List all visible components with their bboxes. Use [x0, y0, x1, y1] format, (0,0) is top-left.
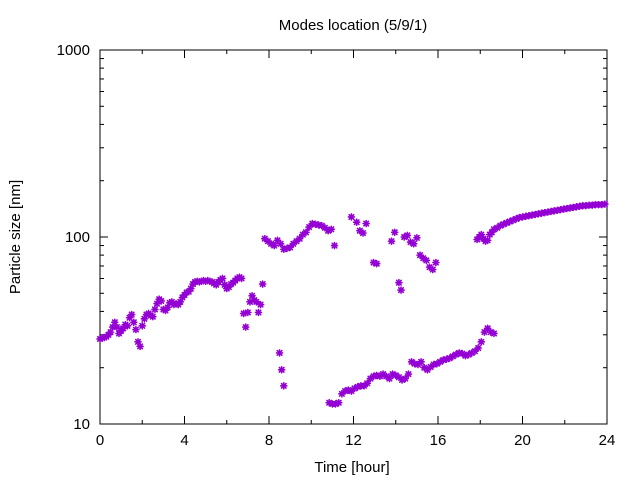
data-point [270, 241, 279, 250]
data-point [401, 374, 410, 383]
data-point [483, 236, 492, 245]
data-point [157, 297, 166, 305]
data-point [330, 241, 339, 250]
data-point [390, 228, 399, 237]
data-point [106, 328, 115, 336]
data-point [138, 322, 147, 330]
x-tick-label: 12 [345, 432, 362, 449]
data-point [417, 358, 425, 366]
data-point [136, 342, 144, 351]
y-tick-label: 10 [73, 416, 90, 433]
data-point [276, 239, 285, 248]
data-point [134, 338, 142, 346]
y-axis-label: Particle size [nm] [7, 180, 24, 294]
data-point [347, 213, 356, 221]
data-point [132, 325, 140, 334]
data-point [423, 365, 432, 374]
x-tick-label: 0 [96, 432, 104, 449]
data-point [275, 349, 284, 357]
data-point [362, 219, 370, 228]
data-point [432, 258, 440, 267]
data-point [258, 280, 267, 288]
data-point [254, 308, 263, 317]
data-point [395, 373, 403, 381]
x-tick-label: 24 [599, 432, 616, 449]
data-point [279, 382, 288, 390]
data-point [302, 228, 310, 237]
data-point [428, 265, 437, 274]
data-point [490, 329, 498, 338]
data-point [483, 324, 492, 333]
data-point [218, 274, 227, 283]
chart-title: Modes location (5/9/1) [279, 17, 427, 34]
data-point [397, 286, 405, 294]
x-tick-label: 8 [265, 432, 273, 449]
y-axis-ticks: 10 100 1000 [57, 42, 607, 433]
data-point [372, 259, 381, 268]
data-point [130, 318, 138, 327]
x-tick-label: 20 [514, 432, 531, 449]
data-point [127, 310, 136, 319]
data-point [149, 312, 157, 321]
data-point [477, 338, 486, 346]
data-point [601, 200, 609, 208]
data-point [327, 225, 336, 234]
data-point [413, 234, 421, 242]
data-point [352, 218, 361, 226]
data-point [277, 365, 286, 374]
data-point [359, 229, 367, 237]
data-point [363, 379, 372, 388]
data-point [241, 323, 250, 331]
x-tick-label: 16 [430, 432, 447, 449]
data-point [123, 322, 132, 330]
data-point [474, 344, 482, 352]
data-point [395, 278, 403, 287]
data-point [256, 300, 265, 309]
x-axis-label: Time [hour] [314, 459, 389, 476]
data-point [422, 256, 431, 265]
data-point [151, 305, 159, 314]
y-tick-label: 1000 [57, 42, 90, 59]
data-point [334, 398, 343, 407]
data-point [403, 231, 412, 240]
y-tick-label: 100 [65, 229, 90, 246]
plot-frame [99, 49, 608, 425]
data-point [237, 274, 246, 283]
x-tick-label: 4 [180, 432, 188, 449]
data-point [244, 308, 252, 317]
data-point [385, 374, 394, 383]
data-point [409, 239, 418, 248]
plot-border [99, 49, 608, 425]
data-points [96, 200, 609, 408]
data-point [404, 370, 413, 378]
data-point [387, 237, 396, 245]
x-axis-ticks: 0 4 8 12 16 20 24 [96, 50, 616, 449]
